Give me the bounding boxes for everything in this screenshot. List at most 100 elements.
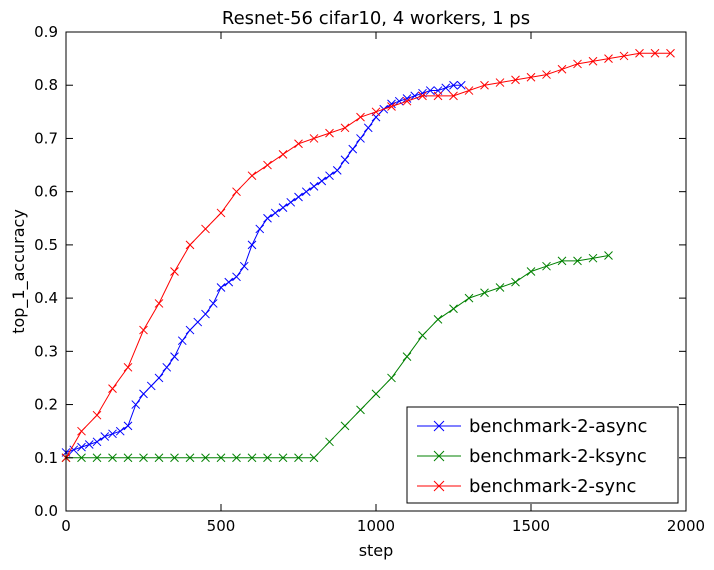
data-point	[402, 96, 412, 106]
marker-stroke	[542, 70, 551, 79]
marker-stroke	[108, 384, 117, 393]
data-point	[294, 192, 303, 202]
marker-stroke	[418, 88, 427, 98]
data-point	[100, 432, 110, 441]
marker-stroke	[480, 80, 489, 90]
marker-stroke	[433, 420, 445, 432]
legend-label: benchmark-2-sync	[469, 476, 636, 497]
data-point	[557, 256, 567, 266]
marker-stroke	[511, 75, 520, 85]
data-point	[123, 453, 133, 463]
marker-stroke	[402, 96, 412, 106]
marker-stroke	[325, 171, 334, 181]
data-point	[332, 166, 342, 175]
data-point	[309, 181, 319, 191]
marker-stroke	[123, 421, 133, 431]
marker-stroke	[278, 453, 288, 463]
data-point	[131, 400, 141, 409]
data-point	[108, 384, 117, 393]
marker-stroke	[371, 107, 381, 117]
marker-stroke	[573, 59, 582, 69]
y-tick-label: 0.2	[34, 396, 58, 414]
marker-stroke	[418, 91, 427, 101]
marker-stroke	[325, 128, 334, 138]
marker-stroke	[511, 277, 520, 287]
data-point	[92, 410, 102, 420]
data-point	[263, 160, 272, 170]
legend-label: benchmark-2-ksync	[469, 446, 647, 467]
data-point	[185, 325, 195, 335]
marker-stroke	[208, 299, 218, 308]
marker-stroke	[433, 315, 443, 324]
marker-stroke	[588, 56, 598, 66]
data-point	[139, 453, 148, 463]
data-point	[84, 440, 94, 449]
legend-item: benchmark-2-sync	[417, 476, 636, 497]
marker-stroke	[340, 421, 350, 431]
data-point	[185, 240, 195, 250]
data-point	[402, 94, 412, 103]
data-point	[464, 86, 474, 95]
data-point	[92, 453, 102, 463]
marker-stroke	[309, 134, 319, 143]
y-tick-label: 0.8	[34, 76, 58, 94]
marker-stroke	[77, 453, 86, 463]
marker-stroke	[286, 197, 296, 207]
data-point	[402, 352, 412, 362]
ticks-layer: 0 500 1000 1500 2000 0.0 0.1 0.2 0.3 0.4 0.5 0.6 0.7…	[34, 23, 705, 535]
marker-stroke	[387, 99, 396, 109]
marker-stroke	[170, 267, 179, 276]
data-point	[247, 171, 257, 181]
marker-stroke	[356, 112, 365, 122]
marker-stroke	[139, 389, 148, 399]
data-point	[542, 70, 551, 79]
marker-stroke	[146, 381, 156, 391]
marker-stroke	[433, 450, 445, 462]
data-point	[123, 362, 133, 372]
x-tick-label: 1000	[357, 517, 395, 535]
data-point	[232, 187, 241, 197]
marker-stroke	[433, 91, 443, 101]
x-tick-label: 2000	[667, 517, 705, 535]
marker-stroke	[84, 440, 94, 449]
legend-swatch-marker	[433, 450, 445, 462]
data-point	[449, 304, 458, 314]
data-point	[340, 123, 350, 133]
data-point	[115, 426, 125, 436]
marker-stroke	[495, 78, 505, 87]
data-point	[232, 272, 241, 282]
data-point	[340, 421, 350, 431]
marker-stroke	[332, 166, 342, 175]
data-point	[201, 224, 210, 234]
marker-stroke	[410, 91, 420, 101]
marker-stroke	[232, 187, 241, 197]
marker-stroke	[216, 453, 226, 463]
data-point	[573, 59, 582, 69]
x-tick-label: 0	[61, 517, 71, 535]
marker-stroke	[263, 453, 272, 463]
data-point	[301, 187, 311, 197]
series-benchmark-2-sync	[61, 48, 675, 463]
marker-stroke	[309, 453, 319, 463]
data-point	[604, 54, 613, 63]
data-point	[123, 421, 133, 431]
marker-stroke	[278, 203, 288, 212]
data-point	[278, 203, 288, 212]
data-point	[526, 267, 536, 276]
marker-stroke	[356, 405, 365, 415]
legend-label: benchmark-2-async	[469, 416, 647, 437]
data-point	[542, 261, 551, 271]
marker-stroke	[542, 261, 551, 271]
data-point	[170, 352, 179, 362]
data-point	[619, 51, 629, 61]
data-point	[263, 453, 272, 463]
data-point	[480, 80, 489, 90]
data-point	[278, 150, 288, 159]
data-point	[309, 134, 319, 143]
marker-stroke	[301, 187, 311, 197]
marker-stroke	[162, 362, 172, 372]
data-point	[588, 56, 598, 66]
marker-stroke	[232, 453, 241, 463]
marker-stroke	[363, 123, 373, 133]
